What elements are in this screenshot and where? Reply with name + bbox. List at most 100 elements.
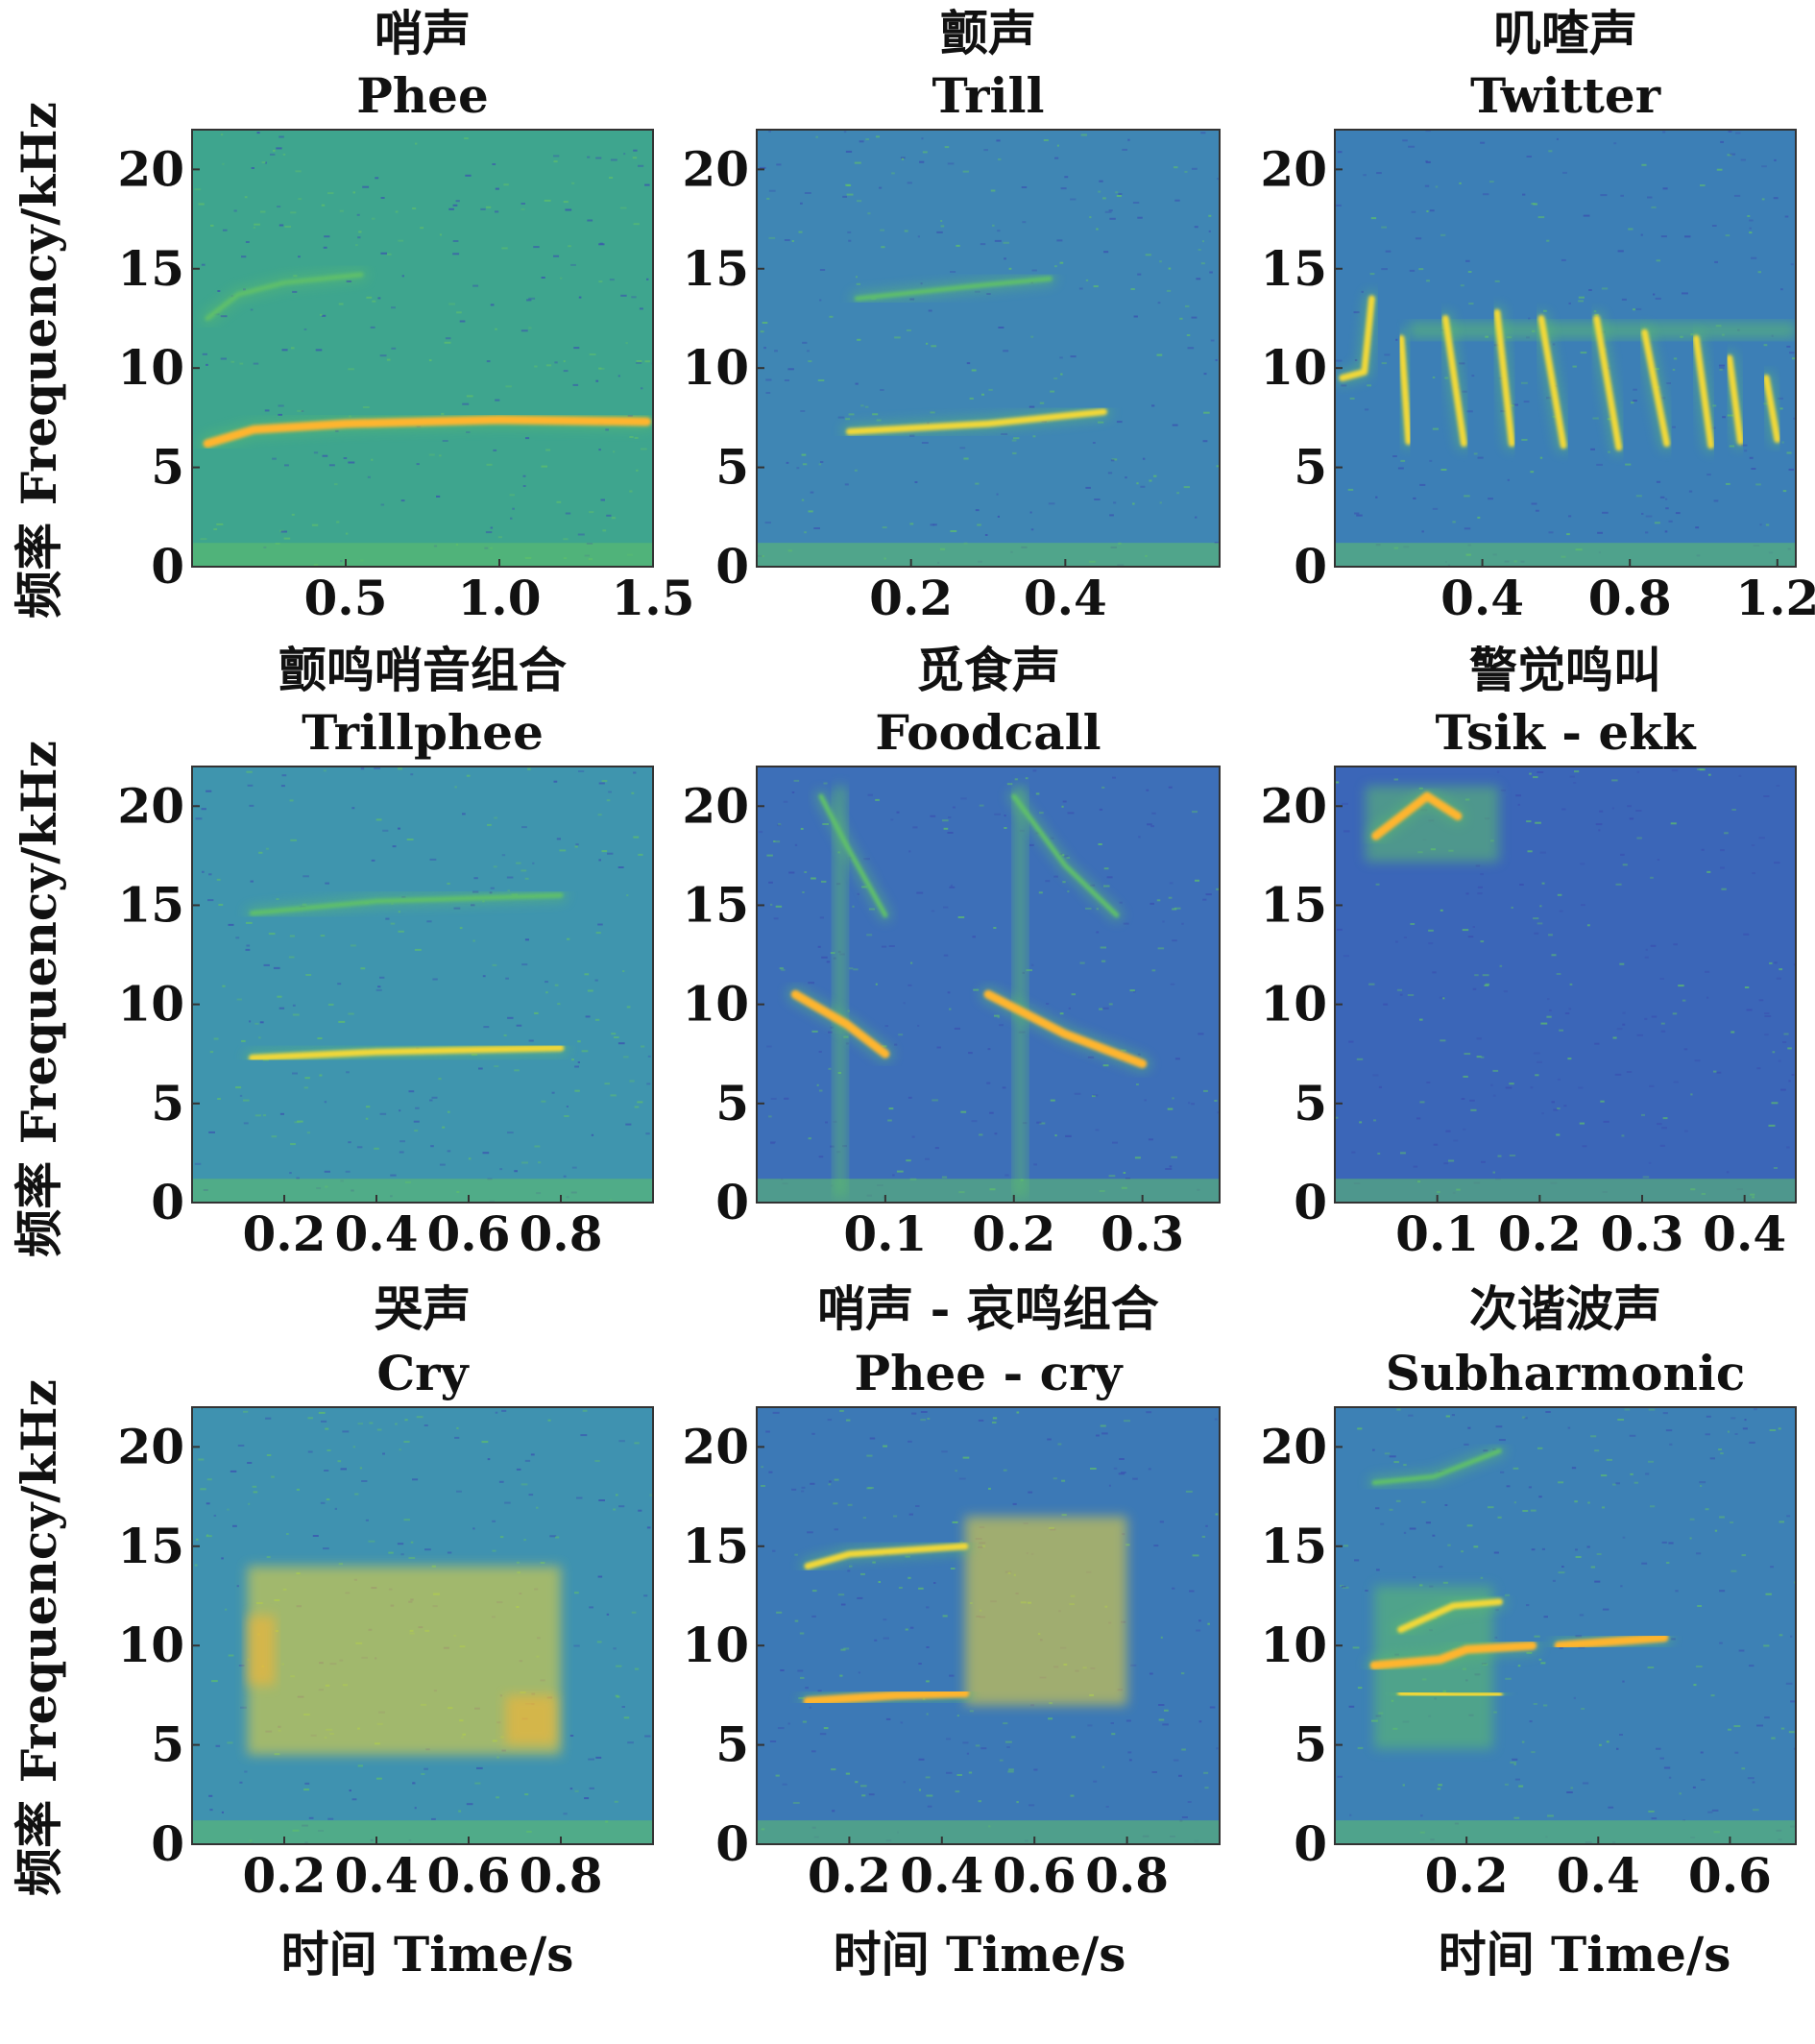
noise-speck: [922, 151, 928, 154]
noise-speck: [1711, 1809, 1719, 1812]
y-tick-label: 20: [117, 140, 184, 197]
noise-speck: [1004, 827, 1007, 829]
noise-speck: [861, 1794, 866, 1797]
y-tick-label: 20: [117, 1418, 184, 1474]
noise-speck: [1786, 1515, 1791, 1518]
noise-speck: [890, 818, 894, 821]
noise-speck: [1376, 172, 1382, 175]
noise-speck: [1209, 271, 1213, 274]
noise-speck: [1127, 138, 1130, 141]
noise-speck: [598, 449, 601, 451]
noise-speck: [280, 785, 285, 788]
panel-title-cn: 觅食声: [916, 642, 1060, 698]
noise-speck: [1157, 302, 1161, 304]
noise-speck: [1662, 131, 1666, 134]
noise-speck: [1130, 288, 1135, 290]
noise-speck: [600, 367, 605, 370]
noise-speck: [1705, 1508, 1709, 1511]
noise-speck: [1612, 1036, 1617, 1039]
noise-speck: [1514, 1778, 1520, 1781]
noise-speck: [1788, 1080, 1791, 1083]
noise-speck: [1665, 1429, 1673, 1432]
noise-speck: [1442, 997, 1445, 1000]
noise-speck: [1021, 186, 1028, 188]
noise-speck: [1561, 808, 1566, 811]
noise-speck: [571, 182, 575, 184]
noise-speck: [1566, 1791, 1573, 1793]
noise-speck: [972, 936, 976, 938]
noise-speck: [196, 1538, 199, 1541]
noise-speck: [996, 139, 1001, 142]
noise-speck: [810, 491, 814, 494]
noise-speck: [815, 135, 818, 138]
noise-speck: [281, 349, 288, 352]
noise-speck: [1662, 1117, 1668, 1120]
noise-speck: [1011, 439, 1017, 442]
noise-speck: [1487, 1506, 1494, 1509]
noise-speck: [1203, 411, 1210, 414]
noise-speck: [1779, 407, 1783, 410]
noise-speck: [1662, 1412, 1668, 1415]
noise-speck: [1521, 381, 1528, 384]
noise-speck: [1380, 1522, 1385, 1525]
noise-speck: [556, 838, 561, 840]
noise-speck: [1426, 1082, 1431, 1083]
noise-speck: [337, 1460, 342, 1463]
noise-speck: [1172, 1587, 1175, 1590]
noise-speck: [1718, 364, 1725, 367]
noise-speck: [487, 823, 492, 826]
noise-speck: [1418, 268, 1424, 271]
noise-speck: [903, 1781, 906, 1784]
noise-speck: [1735, 132, 1741, 134]
noise-speck: [524, 877, 529, 880]
noise-speck: [510, 517, 513, 520]
trace-line: [790, 989, 890, 1058]
y-tick-label: 10: [682, 1617, 749, 1673]
noise-speck: [618, 1505, 625, 1508]
noise-speck: [629, 490, 633, 493]
noise-speck: [1537, 216, 1545, 219]
noise-speck: [1043, 139, 1049, 141]
noise-speck: [380, 503, 385, 506]
trace-line: [818, 793, 888, 918]
noise-speck: [324, 1101, 327, 1104]
noise-speck: [386, 253, 392, 256]
noise-speck: [1429, 459, 1433, 462]
noise-speck: [627, 1741, 634, 1744]
noise-speck: [759, 831, 763, 834]
noise-speck: [374, 1147, 379, 1150]
noise-speck: [881, 246, 885, 249]
noise-speck: [598, 243, 605, 246]
noise-speck: [594, 1018, 600, 1021]
noise-speck: [282, 153, 286, 156]
noise-speck: [399, 1109, 401, 1112]
noise-speck: [1493, 1711, 1497, 1714]
noise-speck: [1564, 1012, 1570, 1014]
noise-speck: [194, 1162, 202, 1165]
noise-speck: [994, 239, 1002, 242]
noise-speck: [1651, 1015, 1658, 1018]
noise-speck: [588, 1758, 594, 1761]
noise-speck: [1517, 803, 1520, 806]
noise-speck: [1198, 1033, 1204, 1035]
noise-speck: [281, 774, 287, 777]
noise-speck: [1014, 778, 1018, 781]
noise-speck: [1463, 1075, 1468, 1078]
noise-speck: [1036, 1121, 1042, 1124]
noise-speck: [545, 991, 548, 994]
noise-speck: [445, 337, 451, 340]
noise-speck: [808, 510, 813, 513]
noise-speck: [1622, 1680, 1625, 1683]
noise-speck: [220, 134, 224, 136]
noise-speck: [1092, 1094, 1099, 1097]
x-axis-label: 时间 Time/s: [281, 1926, 574, 1983]
noise-speck: [520, 1483, 528, 1486]
y-tick-label: 5: [151, 1075, 184, 1132]
spectrogram-background: [192, 766, 653, 1203]
noise-speck: [1453, 1139, 1459, 1142]
noise-speck: [1557, 1078, 1561, 1081]
noise-speck: [1588, 289, 1592, 291]
noise-speck: [794, 1553, 798, 1556]
noise-speck: [775, 1774, 780, 1777]
